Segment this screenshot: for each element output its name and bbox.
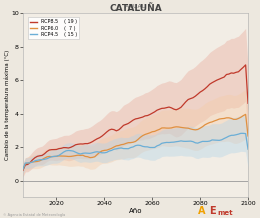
Text: met: met xyxy=(217,210,233,216)
Text: ANUAL: ANUAL xyxy=(125,5,146,10)
Y-axis label: Cambio de la temperatura máxima (°C): Cambio de la temperatura máxima (°C) xyxy=(4,50,10,160)
X-axis label: Año: Año xyxy=(129,208,142,214)
Text: © Agencia Estatal de Meteorología: © Agencia Estatal de Meteorología xyxy=(3,213,65,217)
Text: E: E xyxy=(209,206,216,216)
Legend: RCP8.5    ( 19 ), RCP6.0    (  7 ), RCP4.5    ( 15 ): RCP8.5 ( 19 ), RCP6.0 ( 7 ), RCP4.5 ( 15… xyxy=(28,17,79,39)
Text: A: A xyxy=(198,206,205,216)
Title: CATALUÑA: CATALUÑA xyxy=(109,4,162,13)
